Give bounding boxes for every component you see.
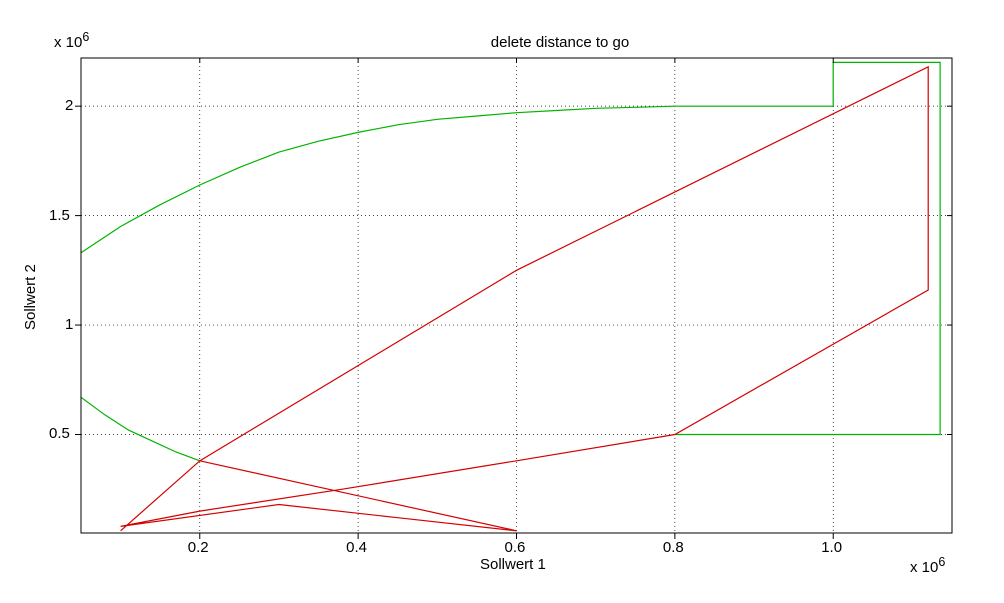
data-series xyxy=(81,62,940,530)
x-tick-label: 1.0 xyxy=(821,539,842,556)
tick-marks xyxy=(75,58,952,539)
series-red_cross_down xyxy=(200,461,517,531)
x-tick-label: 0.4 xyxy=(346,539,367,556)
y-tick-label: 2 xyxy=(65,97,73,114)
plot-box-border xyxy=(81,58,952,533)
y-tick-label: 1.5 xyxy=(49,207,70,224)
x-tick-label: 0.2 xyxy=(188,539,209,556)
series-red_path xyxy=(121,67,929,531)
y-tick-label: 1 xyxy=(65,316,73,333)
y-tick-label: 0.5 xyxy=(49,425,70,442)
chart-container: x 106 delete distance to go Sollwert 2 S… xyxy=(0,0,1004,603)
plot-area xyxy=(0,0,1004,603)
series-green_rect xyxy=(675,62,940,434)
grid-lines xyxy=(81,58,952,533)
series-green_upper_curve xyxy=(81,106,833,253)
series-green_lower_curve xyxy=(81,397,200,461)
x-tick-label: 0.6 xyxy=(505,539,526,556)
x-tick-label: 0.8 xyxy=(663,539,684,556)
